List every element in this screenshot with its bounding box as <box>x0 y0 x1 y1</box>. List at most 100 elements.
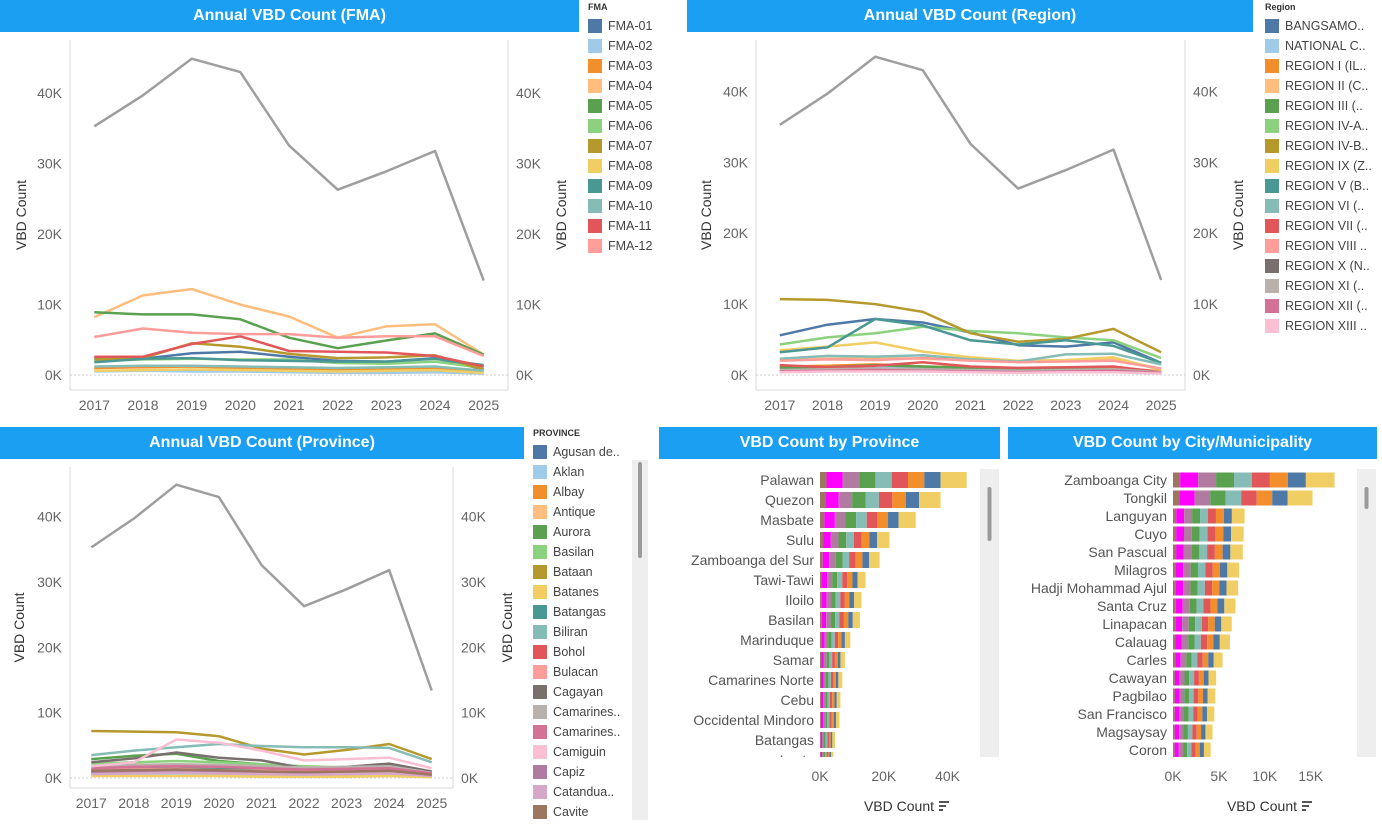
legend-item[interactable]: Batangas <box>533 602 628 622</box>
bar-segment <box>1201 724 1206 740</box>
category-label: Camarines Norte <box>708 672 814 688</box>
legend-item[interactable]: REGION X (N.. <box>1265 256 1378 276</box>
legend-item[interactable]: REGION VIII .. <box>1265 236 1378 256</box>
category-label: San Pascual <box>1088 544 1167 560</box>
legend-item[interactable]: Camiguin <box>533 742 628 762</box>
x-tick-label: 2020 <box>203 795 234 811</box>
legend-item[interactable]: REGION V (B.. <box>1265 176 1378 196</box>
legend-item[interactable]: Capiz <box>533 762 628 782</box>
legend-item[interactable]: Biliran <box>533 622 628 642</box>
legend-item[interactable]: Agusan de.. <box>533 442 628 462</box>
y-axis-title-right: VBD Count <box>553 180 569 250</box>
x-tick-label: 2025 <box>416 795 447 811</box>
legend-item[interactable]: FMA-12 <box>588 236 678 256</box>
bar-segment <box>820 652 822 668</box>
legend-label: FMA-03 <box>608 59 653 73</box>
legend-item[interactable]: Albay <box>533 482 628 502</box>
legend-item[interactable]: Bataan <box>533 562 628 582</box>
x-tick-label: 40K <box>935 768 961 784</box>
legend-item[interactable]: REGION IV-B.. <box>1265 136 1378 156</box>
legend-item[interactable]: REGION VII (.. <box>1265 216 1378 236</box>
legend-swatch <box>1265 279 1279 293</box>
legend-item[interactable]: FMA-09 <box>588 176 678 196</box>
legend-item[interactable]: REGION XIII .. <box>1265 316 1378 336</box>
series-line-region-iv-b- <box>779 297 1162 354</box>
sort-icon <box>939 801 949 811</box>
legend-label: FMA-04 <box>608 79 653 93</box>
legend-swatch <box>588 99 602 113</box>
legend-item[interactable]: REGION II (C.. <box>1265 76 1378 96</box>
y-tick-label-left: 0K <box>45 367 63 383</box>
legend-label: BANGSAMO.. <box>1285 19 1365 33</box>
legend-item[interactable]: Antique <box>533 502 628 522</box>
legend-swatch <box>533 505 547 519</box>
bar-segment <box>1214 616 1222 632</box>
bar-segment <box>834 632 839 648</box>
legend-item[interactable]: Batanes <box>533 582 628 602</box>
bar-segment <box>1207 526 1216 542</box>
x-tick-label: 0K <box>1164 768 1182 784</box>
province-legend-scroll-thumb[interactable] <box>638 462 642 558</box>
legend-item[interactable]: FMA-02 <box>588 36 678 56</box>
legend-item[interactable]: FMA-10 <box>588 196 678 216</box>
legend-item[interactable]: FMA-03 <box>588 56 678 76</box>
bar-segment <box>1231 508 1245 524</box>
bar-segment <box>834 692 837 708</box>
legend-item[interactable]: Camarines.. <box>533 702 628 722</box>
legend-item[interactable]: FMA-01 <box>588 16 678 36</box>
legend-item[interactable]: Aklan <box>533 462 628 482</box>
legend-item[interactable]: Bulacan <box>533 662 628 682</box>
bar-segment <box>1181 634 1189 650</box>
x-tick-label: 2021 <box>955 397 986 413</box>
legend-item[interactable]: FMA-05 <box>588 96 678 116</box>
legend-item[interactable]: REGION IV-A.. <box>1265 116 1378 136</box>
y-tick-label-right: 40K <box>516 85 542 101</box>
series-line-region-vi- <box>779 352 1162 366</box>
category-label: Hadji Mohammad Ajul <box>1031 580 1167 596</box>
bar-segment <box>826 612 831 628</box>
legend-item[interactable]: FMA-04 <box>588 76 678 96</box>
bar-segment <box>1187 742 1192 757</box>
legend-item[interactable]: FMA-06 <box>588 116 678 136</box>
legend-item[interactable]: REGION I (IL.. <box>1265 56 1378 76</box>
legend-item[interactable]: REGION XI (.. <box>1265 276 1378 296</box>
category-label: Sulu <box>786 532 814 548</box>
bar-segment <box>888 512 899 528</box>
legend-swatch <box>533 565 547 579</box>
bar-segment <box>1196 724 1202 740</box>
bar-segment <box>827 572 833 588</box>
legend-item[interactable]: REGION XII (.. <box>1265 296 1378 316</box>
legend-item[interactable]: REGION VI (.. <box>1265 196 1378 216</box>
legend-title: PROVINCE <box>533 428 581 438</box>
legend-item[interactable]: Basilan <box>533 542 628 562</box>
series-line-batanes <box>91 774 432 779</box>
legend-item[interactable]: REGION III (.. <box>1265 96 1378 116</box>
series-line-camarines- <box>91 763 432 775</box>
category-label: Cuyo <box>1134 526 1167 542</box>
bar-segment <box>1216 472 1235 488</box>
bar-segment <box>840 592 845 608</box>
series-line-cagayan <box>91 751 432 773</box>
legend-item[interactable]: Catandua.. <box>533 782 628 802</box>
bar-segment <box>842 552 850 568</box>
legend-item[interactable]: FMA-11 <box>588 216 678 236</box>
legend-item[interactable]: Bohol <box>533 642 628 662</box>
byprov-chart-title: VBD Count by Province <box>659 427 1000 459</box>
province-legend: PROVINCE Agusan de.. Aklan Albay Antique Auro… <box>533 428 628 820</box>
x-tick-label: 10K <box>1252 768 1278 784</box>
bar-segment <box>822 572 828 588</box>
legend-item[interactable]: NATIONAL C.. <box>1265 36 1378 56</box>
y-tick-label-right: 20K <box>1193 225 1219 241</box>
legend-item[interactable]: Cagayan <box>533 682 628 702</box>
legend-item[interactable]: FMA-07 <box>588 136 678 156</box>
legend-item[interactable]: FMA-08 <box>588 156 678 176</box>
legend-item[interactable]: Cavite <box>533 802 628 820</box>
y-axis-title-right: VBD Count <box>1230 180 1246 250</box>
legend-item[interactable]: Camarines.. <box>533 722 628 742</box>
legend-item[interactable]: BANGSAMO.. <box>1265 16 1378 36</box>
legend-item[interactable]: REGION IX (Z.. <box>1265 156 1378 176</box>
province-legend-scrollbar[interactable] <box>632 460 648 820</box>
scrollbar-track <box>980 469 999 757</box>
legend-item[interactable]: Aurora <box>533 522 628 542</box>
bar-segment <box>1212 580 1220 596</box>
